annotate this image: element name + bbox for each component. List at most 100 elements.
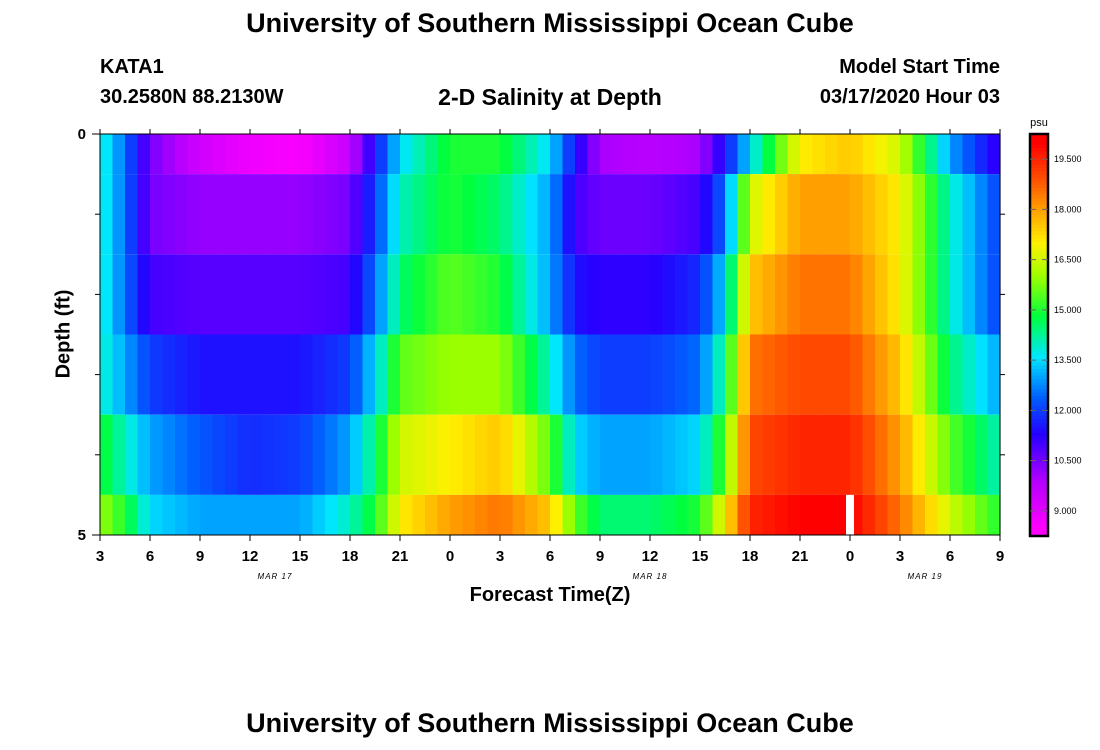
colorbar-segment — [1030, 278, 1048, 282]
heatmap-cell — [225, 414, 239, 495]
heatmap-cell — [612, 174, 626, 255]
date-label: MAR 19 — [908, 572, 943, 581]
heatmap-cell — [237, 334, 251, 415]
heatmap-cell — [137, 334, 151, 415]
heatmap-cell — [175, 134, 189, 175]
heatmap-cell — [725, 134, 739, 175]
colorbar-segment — [1030, 475, 1048, 480]
heatmap-cell — [550, 334, 564, 415]
heatmap-cell — [687, 414, 701, 495]
heatmap-cell — [687, 334, 701, 415]
heatmap-cell — [287, 134, 301, 175]
heatmap-cell — [687, 494, 701, 535]
heatmap-cell — [162, 254, 176, 335]
colorbar-segment — [1030, 391, 1048, 396]
heatmap-cell — [162, 334, 176, 415]
heatmap-cell — [487, 494, 501, 535]
colorbar-segment — [1030, 264, 1048, 269]
heatmap-cell — [462, 174, 476, 255]
heatmap-cell — [175, 334, 189, 415]
heatmap-cell — [275, 334, 289, 415]
heatmap-cell — [562, 254, 576, 335]
heatmap-cell — [987, 174, 1001, 255]
heatmap-cell — [437, 494, 451, 535]
heatmap-cell — [237, 254, 251, 335]
heatmap-cell — [812, 254, 826, 335]
heatmap-cell — [450, 494, 464, 535]
heatmap-cell — [212, 174, 226, 255]
heatmap-cell — [412, 334, 426, 415]
heatmap-cell — [262, 494, 276, 535]
heatmap-cell — [287, 174, 301, 255]
heatmap-cell — [837, 134, 851, 175]
heatmap-cell — [212, 494, 226, 535]
heatmap-cell — [412, 134, 426, 175]
heatmap-cell — [650, 134, 664, 175]
colorbar-segment — [1030, 412, 1048, 416]
heatmap-cell — [137, 414, 151, 495]
heatmap-cell — [100, 334, 114, 415]
heatmap-cell — [937, 134, 951, 175]
heatmap-cell — [375, 334, 389, 415]
heatmap-cell — [200, 414, 214, 495]
heatmap-cell — [400, 134, 414, 175]
heatmap-cell — [525, 334, 539, 415]
heatmap-cell — [475, 174, 489, 255]
x-tick-label: 18 — [342, 548, 359, 565]
heatmap-cell — [975, 494, 989, 535]
heatmap-cell — [625, 334, 639, 415]
colorbar-segment — [1030, 532, 1048, 537]
heatmap-cell — [487, 414, 501, 495]
heatmap — [100, 134, 1001, 535]
heatmap-cell — [137, 134, 151, 175]
heatmap-cell — [187, 494, 201, 535]
heatmap-cell — [237, 414, 251, 495]
colorbar-segment — [1030, 371, 1048, 376]
heatmap-cell — [112, 134, 126, 175]
heatmap-cell — [362, 494, 376, 535]
y-axis-label: Depth (ft) — [52, 289, 75, 379]
heatmap-cell — [762, 334, 776, 415]
heatmap-cell — [462, 334, 476, 415]
heatmap-cell — [662, 174, 676, 255]
x-tick-label: 6 — [146, 548, 154, 565]
heatmap-cell — [325, 494, 339, 535]
x-tick-label: 0 — [446, 548, 454, 565]
heatmap-cell — [800, 254, 814, 335]
colorbar-segment — [1030, 428, 1048, 433]
heatmap-cell — [662, 494, 676, 535]
heatmap-cell — [925, 254, 939, 335]
heatmap-cell — [862, 334, 876, 415]
heatmap-cell — [787, 494, 801, 535]
heatmap-cell — [787, 134, 801, 175]
heatmap-cell — [550, 134, 564, 175]
heatmap-cell — [837, 414, 851, 495]
heatmap-cell — [850, 174, 864, 255]
heatmap-cell — [362, 334, 376, 415]
heatmap-cell — [950, 494, 964, 535]
heatmap-cell — [962, 494, 976, 535]
colorbar-tick-label: 9.000 — [1054, 506, 1077, 516]
colorbar-segment — [1030, 479, 1048, 483]
heatmap-cell — [712, 494, 726, 535]
heatmap-cell — [400, 174, 414, 255]
colorbar-segment — [1030, 257, 1048, 262]
heatmap-cell — [912, 334, 926, 415]
heatmap-cell — [700, 254, 714, 335]
heatmap-cell — [675, 334, 689, 415]
heatmap-cell — [300, 174, 314, 255]
heatmap-cell — [225, 254, 239, 335]
heatmap-cell — [550, 254, 564, 335]
heatmap-cell — [462, 134, 476, 175]
heatmap-cell — [287, 494, 301, 535]
colorbar-segment — [1030, 492, 1048, 497]
heatmap-cell — [287, 334, 301, 415]
colorbar-segment — [1030, 227, 1048, 232]
heatmap-cell — [700, 494, 714, 535]
heatmap-cell — [612, 494, 626, 535]
heatmap-cell — [112, 334, 126, 415]
heatmap-cell — [425, 494, 439, 535]
heatmap-cell — [925, 174, 939, 255]
heatmap-cell — [362, 174, 376, 255]
